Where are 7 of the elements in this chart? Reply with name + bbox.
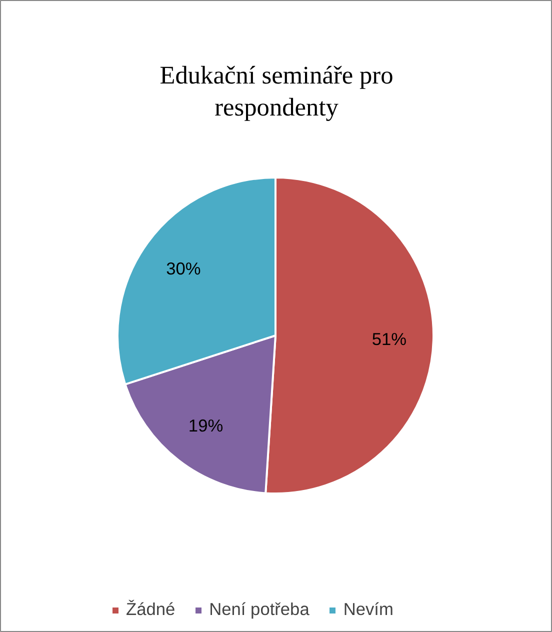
data-label: 19%: [188, 415, 224, 436]
chart-title: Edukační semináře pro respondenty: [160, 62, 394, 122]
data-label: 30%: [166, 258, 201, 279]
legend-label: Nevím: [343, 599, 394, 620]
data-label: 51%: [372, 329, 407, 350]
legend-label: Není potřeba: [209, 599, 310, 620]
legend-label: Žádné: [126, 599, 176, 620]
